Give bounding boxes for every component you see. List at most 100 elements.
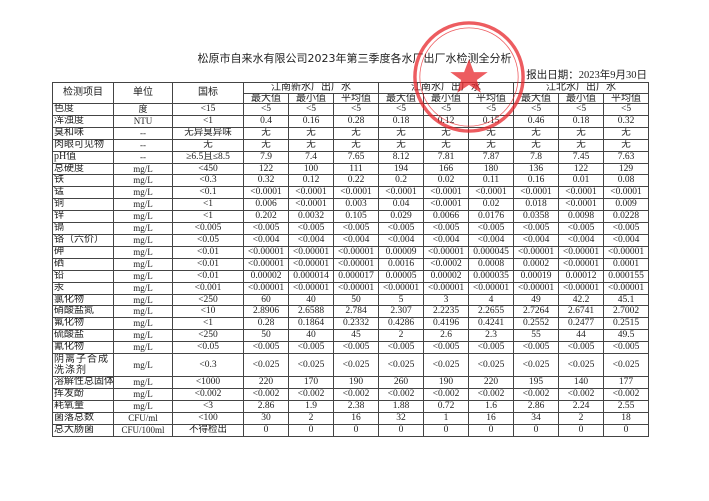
- value-cell: <0.005: [333, 341, 379, 355]
- value-cell: <0.00001: [423, 245, 469, 259]
- value-cell: 0.000017: [333, 269, 379, 283]
- water-quality-table: 检测项目 单位 国标 江南新水厂出厂水 江南水厂出厂水 江北水厂出厂水 最大值最…: [52, 82, 650, 437]
- value-cell: <0.005: [603, 222, 650, 235]
- value-cell: <0.005: [513, 341, 560, 355]
- table-row: 锌 mg/L <1 0.202 0.0032 0.105 0.029 0.0066 0.0176…: [52, 210, 650, 224]
- value-cell: <0.00001: [378, 281, 424, 295]
- value-cell: 194: [378, 162, 424, 176]
- value-cell: 4: [467, 293, 515, 307]
- value-cell: <0.00001: [558, 245, 605, 259]
- item-name: 总硬度: [52, 162, 114, 176]
- value-cell: <0.002: [243, 387, 289, 401]
- value-cell: <0.0001: [288, 186, 334, 200]
- unit-cell: mg/L: [113, 329, 173, 343]
- table-row: 锰 mg/L <0.1 <0.0001 <0.0001 <0.0001 <0.0001 <0.…: [52, 186, 650, 200]
- unit-cell: --: [113, 126, 173, 140]
- value-cell: <0.025: [333, 353, 379, 378]
- standard-cell: <0.01: [172, 245, 244, 259]
- value-cell: <0.004: [467, 233, 515, 247]
- value-cell: 8.12: [378, 150, 424, 164]
- value-cell: 195: [513, 376, 560, 389]
- value-cell: 0.18: [558, 114, 605, 128]
- standard-cell: <0.005: [172, 222, 244, 235]
- value-cell: 无: [378, 138, 424, 152]
- value-cell: 0.04: [378, 198, 424, 212]
- value-cell: <0.002: [603, 387, 650, 401]
- value-cell: 45: [333, 329, 379, 343]
- value-cell: 49: [513, 293, 560, 307]
- value-cell: <0.00001: [423, 281, 469, 295]
- value-cell: <0.0002: [423, 257, 469, 271]
- value-cell: 40: [288, 329, 334, 343]
- value-cell: 177: [603, 376, 650, 389]
- standard-cell: <1: [172, 198, 244, 212]
- value-cell: 0: [288, 423, 334, 437]
- value-cell: 无: [558, 138, 605, 152]
- value-cell: 0: [603, 423, 650, 437]
- value-cell: 44: [558, 329, 605, 343]
- standard-cell: <1: [172, 210, 244, 224]
- value-cell: 2.7002: [603, 305, 650, 319]
- value-cell: 0.28: [243, 317, 289, 331]
- value-cell: 0.2552: [513, 317, 560, 331]
- value-cell: <0.00001: [513, 281, 560, 295]
- standard-cell: <0.002: [172, 387, 244, 401]
- value-cell: <0.025: [378, 353, 424, 378]
- value-cell: 2.307: [378, 305, 424, 319]
- value-cell: <0.005: [558, 341, 605, 355]
- standard-cell: <1: [172, 317, 244, 331]
- value-cell: <0.0001: [288, 198, 334, 212]
- standard-cell: <250: [172, 329, 244, 343]
- value-cell: 2.86: [513, 399, 560, 413]
- value-cell: 0.02: [423, 174, 469, 188]
- value-cell: <0.005: [467, 341, 515, 355]
- value-cell: <5: [558, 103, 605, 116]
- table-row: 硝酸盐氮 mg/L <10 2.8906 2.6588 2.784 2.307 2.2235 2…: [52, 305, 650, 319]
- value-cell: 0.003: [333, 198, 379, 212]
- value-cell: 2.8906: [243, 305, 289, 319]
- unit-cell: --: [113, 150, 173, 164]
- value-cell: 111: [333, 162, 379, 176]
- item-name: 硒: [52, 257, 114, 271]
- value-cell: <0.005: [378, 222, 424, 235]
- value-cell: 无: [288, 138, 334, 152]
- value-cell: 0.16: [513, 174, 560, 188]
- value-cell: 0.000045: [467, 245, 515, 259]
- header-row-plants: 检测项目 单位 国标 江南新水厂出厂水 江南水厂出厂水 江北水厂出厂水: [52, 82, 650, 104]
- item-name: 硫酸盐: [52, 329, 114, 343]
- unit-cell: mg/L: [113, 257, 173, 271]
- value-cell: <0.0001: [378, 186, 424, 200]
- unit-cell: mg/L: [113, 174, 173, 188]
- item-name: 锌: [52, 210, 114, 224]
- table-row: 硫酸盐 mg/L <250 50 40 45 2 2.6 2.3 55 44 49.5: [52, 329, 650, 343]
- value-cell: 1.6: [467, 399, 515, 413]
- value-cell: <0.0001: [243, 186, 289, 200]
- unit-cell: mg/L: [113, 341, 173, 355]
- value-cell: 0.009: [603, 198, 650, 212]
- table-row: 氟化物 mg/L <1 0.28 0.1864 0.2332 0.4286 0.4196 0.4…: [52, 317, 650, 331]
- item-name: 色度: [52, 103, 114, 116]
- value-cell: <0.0001: [513, 186, 560, 200]
- standard-cell: <10: [172, 305, 244, 319]
- value-cell: 0.0032: [288, 210, 334, 224]
- value-cell: <0.002: [558, 387, 605, 401]
- value-cell: 0.08: [603, 174, 650, 188]
- value-cell: <0.005: [423, 222, 469, 235]
- standard-cell: ≥6.5且≤8.5: [172, 150, 244, 164]
- table-row: 硒 mg/L <0.01 <0.00001 <0.00001 <0.00001 0.0016…: [52, 257, 650, 271]
- value-cell: 无: [513, 138, 560, 152]
- value-cell: 0.018: [513, 198, 560, 212]
- value-cell: <0.00001: [467, 281, 515, 295]
- value-cell: 2.3: [467, 329, 515, 343]
- value-cell: 0.0008: [467, 257, 515, 271]
- table-row: 浑浊度 NTU <1 0.4 0.16 0.28 0.18 0.12 0.15 0.46 0.18 0…: [52, 114, 650, 128]
- item-name: 硝酸盐氮: [52, 305, 114, 319]
- value-cell: <5: [513, 103, 560, 116]
- value-cell: 3: [423, 293, 469, 307]
- header-plant-jiangnan-new: 江南新水厂出厂水: [243, 82, 379, 94]
- value-cell: 0.0002: [513, 257, 560, 271]
- value-cell: 0.12: [288, 174, 334, 188]
- value-cell: 2.784: [333, 305, 379, 319]
- table-row: 铅 mg/L <0.01 0.00002 0.000014 0.000017 0.00005…: [52, 269, 650, 283]
- value-cell: 0.006: [243, 198, 289, 212]
